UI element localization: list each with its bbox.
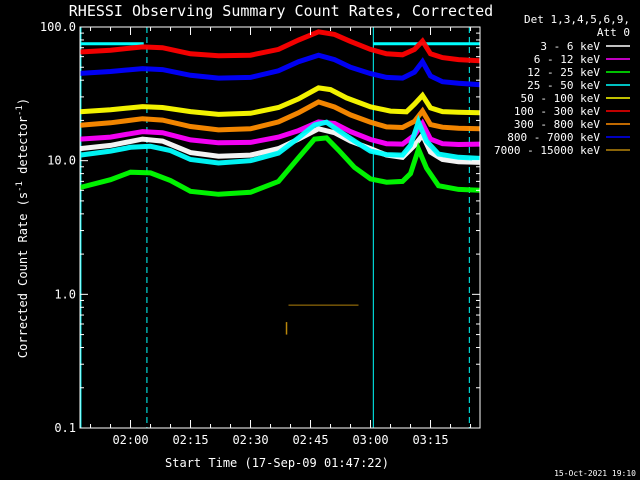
series-line-0 [80,126,480,165]
legend-label: 800 - 7000 keV [507,131,600,144]
x-tick-label: 02:45 [292,433,328,447]
y-axis-label-sup2: -1 [15,105,25,116]
y-tick-label: 0.1 [54,421,76,435]
series-layer [80,29,480,335]
x-tick-label: 02:30 [232,433,268,447]
y-axis-label: Corrected Count Rate (s-1 detector-1) [15,98,30,358]
series-line-1 [80,118,480,148]
y-tick-label: 10.0 [47,154,76,168]
series-line-6 [80,99,480,133]
series-line-7 [80,52,480,88]
night-markers [80,27,481,428]
legend-label: 25 - 50 keV [527,79,600,92]
series-line-2 [80,135,480,197]
x-tick-label: 03:00 [352,433,388,447]
y-axis-label-mid: detector [16,116,30,181]
series-line-3 [80,114,480,166]
y-axis: 100.0 10.0 1.0 0.1 [40,20,480,435]
footer-timestamp: 15-Oct-2021 19:10 [554,469,636,478]
legend-label: 300 - 800 keV [514,118,600,131]
legend-header-1: Det 1,3,4,5,6,9, [524,13,630,26]
x-tick-label: 03:15 [412,433,448,447]
x-tick-label: 02:15 [172,433,208,447]
legend-label: 3 - 6 keV [540,40,600,53]
legend-header-2: Att 0 [597,26,630,39]
legend-label: 100 - 300 keV [514,105,600,118]
legend-label: 12 - 25 keV [527,66,600,79]
plot-frame [79,26,481,429]
y-tick-label: 1.0 [54,287,76,301]
series-line-5 [80,29,480,64]
y-tick-label: 100.0 [40,20,76,34]
x-axis: 02:00 02:15 02:30 02:45 03:00 03:15 [90,27,472,447]
x-tick-label: 02:00 [112,433,148,447]
x-axis-label: Start Time (17-Sep-09 01:47:22) [165,456,389,470]
chart-title: RHESSI Observing Summary Count Rates, Co… [69,2,493,20]
y-axis-label-end: ) [16,98,30,105]
legend-label: 6 - 12 keV [534,53,601,66]
legend-label: 50 - 100 keV [521,92,601,105]
y-axis-label-sup1: -1 [15,181,25,192]
legend-label: 7000 - 15000 keV [494,144,600,157]
series-line-4 [80,85,480,117]
y-axis-label-main: Corrected Count Rate (s [16,192,30,358]
